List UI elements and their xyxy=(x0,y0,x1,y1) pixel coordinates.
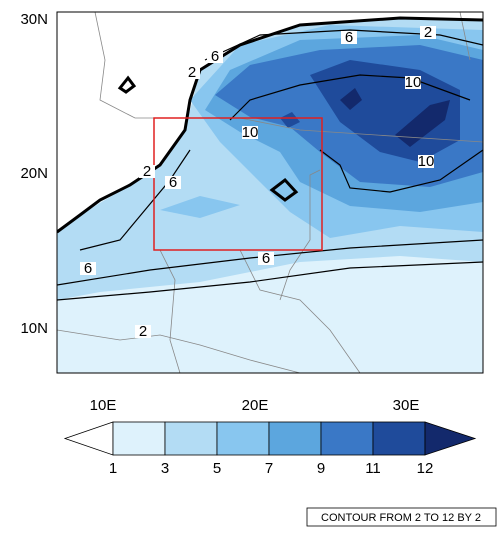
borders xyxy=(57,12,483,373)
lon-label: 10E xyxy=(90,397,117,414)
footer-box xyxy=(306,507,497,527)
fill-region xyxy=(57,12,483,232)
footer: CONTOUR FROM 2 TO 12 BY 2 xyxy=(321,512,481,524)
contour-label: 6 xyxy=(211,48,219,65)
contour-label: 6 xyxy=(345,29,353,46)
lat-label: 10N xyxy=(20,320,48,337)
lat-label: 20N xyxy=(20,165,48,182)
colorbar-label: 7 xyxy=(265,460,273,477)
contour-label-bg xyxy=(207,50,223,63)
lon-label: 20E xyxy=(242,397,269,414)
colorbar-box xyxy=(320,421,374,456)
lon-label: 30E xyxy=(393,397,420,414)
colorbar-label: 1 xyxy=(109,460,117,477)
contour-label-bg xyxy=(420,26,436,39)
contour-label-bg xyxy=(139,165,155,178)
contour-label: 6 xyxy=(262,250,270,267)
lat-label: 30N xyxy=(20,11,48,28)
contour-label-bg xyxy=(165,176,181,189)
contour-label: 10 xyxy=(405,74,422,91)
contour-label-bg xyxy=(341,31,357,44)
colorbar-triangle xyxy=(424,421,477,456)
map-area xyxy=(57,12,483,373)
contour-label: 2 xyxy=(143,163,151,180)
contours xyxy=(57,16,483,301)
colorbar-box xyxy=(164,421,218,456)
contour-label-bg xyxy=(258,252,274,265)
contour-label-bg xyxy=(242,126,258,139)
contour-label: 2 xyxy=(424,24,432,41)
contour-label: 2 xyxy=(139,323,147,340)
contour-label-bg xyxy=(184,66,200,79)
contour-label: 10 xyxy=(242,124,259,141)
colorbar: 1 3 5 7 9 11 12 xyxy=(63,421,477,477)
colorbar-label: 12 xyxy=(417,460,434,477)
colorbar-label: 11 xyxy=(365,460,381,477)
fill-region xyxy=(340,88,450,147)
contour-label-bg xyxy=(405,76,421,89)
colorbar-label: 9 xyxy=(317,460,325,477)
contour-label-bg xyxy=(135,325,151,338)
contour-label-bg xyxy=(418,155,434,168)
colorbar-triangle xyxy=(63,421,114,456)
colorbar-box xyxy=(216,421,270,456)
contour-label: 2 xyxy=(188,64,196,81)
contour-label: 10 xyxy=(418,153,435,170)
colorbar-label: 5 xyxy=(213,460,221,477)
contour-label: 6 xyxy=(84,260,92,277)
contour-label: 6 xyxy=(169,174,177,191)
region-box xyxy=(153,117,323,251)
colorbar-box xyxy=(372,421,426,456)
map-frame xyxy=(56,11,484,374)
contour-label-bg xyxy=(80,262,96,275)
colorbar-box xyxy=(268,421,322,456)
colorbar-label: 3 xyxy=(161,460,169,477)
colorbar-box xyxy=(112,421,166,456)
